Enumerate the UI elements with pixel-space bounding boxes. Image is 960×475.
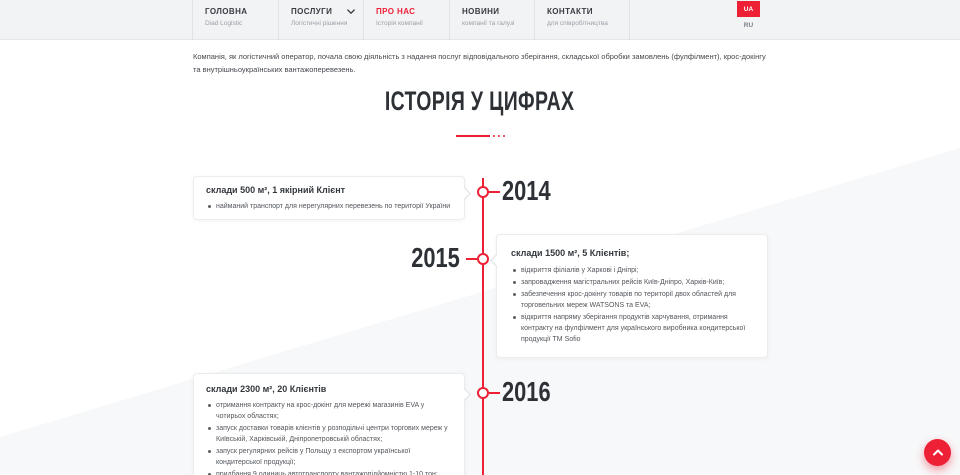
nav-item-label: ПРО НАС bbox=[376, 7, 416, 16]
card-bullet: отримання контракту на крос-докінг для м… bbox=[208, 400, 454, 422]
timeline-card-2014: склади 500 м², 1 якірний Клієнт найманий… bbox=[193, 176, 471, 220]
decoration-dot bbox=[502, 135, 505, 137]
card-bullet: запуск регулярних рейсів у Польщу з експ… bbox=[208, 446, 454, 468]
year-label-2015: 2015 bbox=[411, 242, 460, 273]
year-label-2014: 2014 bbox=[502, 175, 551, 206]
intro-paragraph: Компанія, як логістичний оператор, почал… bbox=[193, 52, 766, 75]
timeline-node-2016 bbox=[477, 387, 489, 399]
nav-item-contacts[interactable]: КОНТАКТИ для співробітництва bbox=[534, 0, 630, 40]
card-heading: склади 2300 м², 20 Клієнтів bbox=[206, 384, 327, 394]
nav-item-label: ГОЛОВНА bbox=[205, 7, 248, 16]
nav-item-subtitle: для співробітництва bbox=[547, 20, 608, 27]
nav-item-subtitle: Логістичні рішення bbox=[291, 20, 348, 27]
nav-items: ГОЛОВНА Diad Logistic ПОСЛУГИ Логістичні… bbox=[192, 0, 630, 40]
nav-item-news[interactable]: НОВИНИ компанії та галузі bbox=[449, 0, 534, 40]
timeline-node-2014 bbox=[477, 186, 489, 198]
page-title: ІСТОРІЯ У ЦИФРАХ bbox=[385, 86, 575, 116]
chevron-up-icon bbox=[932, 449, 943, 456]
section-title-wrap: ІСТОРІЯ У ЦИФРАХ bbox=[0, 88, 960, 115]
card-bullet: запуск доставки товарів клієнтів у розпо… bbox=[208, 423, 454, 445]
card-bullet: забезпечення крос-докінгу товарів по тер… bbox=[513, 289, 755, 311]
timeline-tick-2016 bbox=[489, 392, 500, 394]
nav-item-home[interactable]: ГОЛОВНА Diad Logistic bbox=[192, 0, 278, 40]
card-bullet: придбання 9 одиниць автотранспорту ванта… bbox=[208, 469, 454, 475]
timeline-card-2016: склади 2300 м², 20 Клієнтів отримання ко… bbox=[193, 373, 471, 475]
card-bullet-list: отримання контракту на крос-докінг для м… bbox=[206, 400, 454, 475]
card-bullet: найманий транспорт для нерегулярних пере… bbox=[208, 201, 454, 212]
nav-item-subtitle: Diad Logistic bbox=[205, 20, 243, 27]
decoration-dot bbox=[497, 135, 500, 137]
card-caret bbox=[458, 187, 471, 200]
nav-item-about[interactable]: ПРО НАС Історія компанії bbox=[363, 0, 449, 40]
nav-item-subtitle: компанії та галузі bbox=[462, 20, 515, 27]
top-navbar: ГОЛОВНА Diad Logistic ПОСЛУГИ Логістичні… bbox=[0, 0, 960, 40]
title-decoration bbox=[0, 124, 960, 142]
timeline-card-2015: склади 1500 м², 5 Клієнтів; відкриття фі… bbox=[490, 234, 768, 358]
nav-item-subtitle: Історія компанії bbox=[376, 20, 423, 27]
language-switch-ua[interactable]: UA bbox=[737, 1, 760, 17]
decoration-dot bbox=[492, 135, 495, 137]
year-label-2016: 2016 bbox=[502, 376, 551, 407]
card-bullet-list: найманий транспорт для нерегулярних пере… bbox=[206, 201, 454, 212]
card-heading: склади 1500 м², 5 Клієнтів; bbox=[511, 248, 630, 258]
scroll-to-top-button[interactable] bbox=[924, 439, 951, 466]
card-bullet: відкриття напряму зберігання продуктів х… bbox=[513, 312, 755, 345]
card-bullet: відкриття філіалів у Харкові і Дніпрі; bbox=[513, 265, 755, 276]
nav-item-label: КОНТАКТИ bbox=[547, 7, 593, 16]
language-switch-ru[interactable]: RU bbox=[743, 22, 754, 29]
timeline-tick-2014 bbox=[489, 191, 500, 193]
timeline-tick-2015 bbox=[466, 258, 477, 260]
card-bullet-list: відкриття філіалів у Харкові і Дніпрі; з… bbox=[511, 265, 755, 345]
nav-item-label: НОВИНИ bbox=[462, 7, 500, 16]
timeline-node-2015 bbox=[477, 253, 489, 265]
nav-item-label: ПОСЛУГИ bbox=[291, 7, 333, 16]
nav-item-services[interactable]: ПОСЛУГИ Логістичні рішення bbox=[278, 0, 363, 40]
card-bullet: запровадження магістральних рейсів Київ-… bbox=[513, 277, 755, 288]
card-heading: склади 500 м², 1 якірний Клієнт bbox=[206, 185, 346, 195]
card-caret bbox=[490, 254, 503, 267]
chevron-down-icon bbox=[347, 9, 355, 15]
decoration-line bbox=[455, 135, 490, 137]
timeline-axis bbox=[482, 178, 484, 475]
